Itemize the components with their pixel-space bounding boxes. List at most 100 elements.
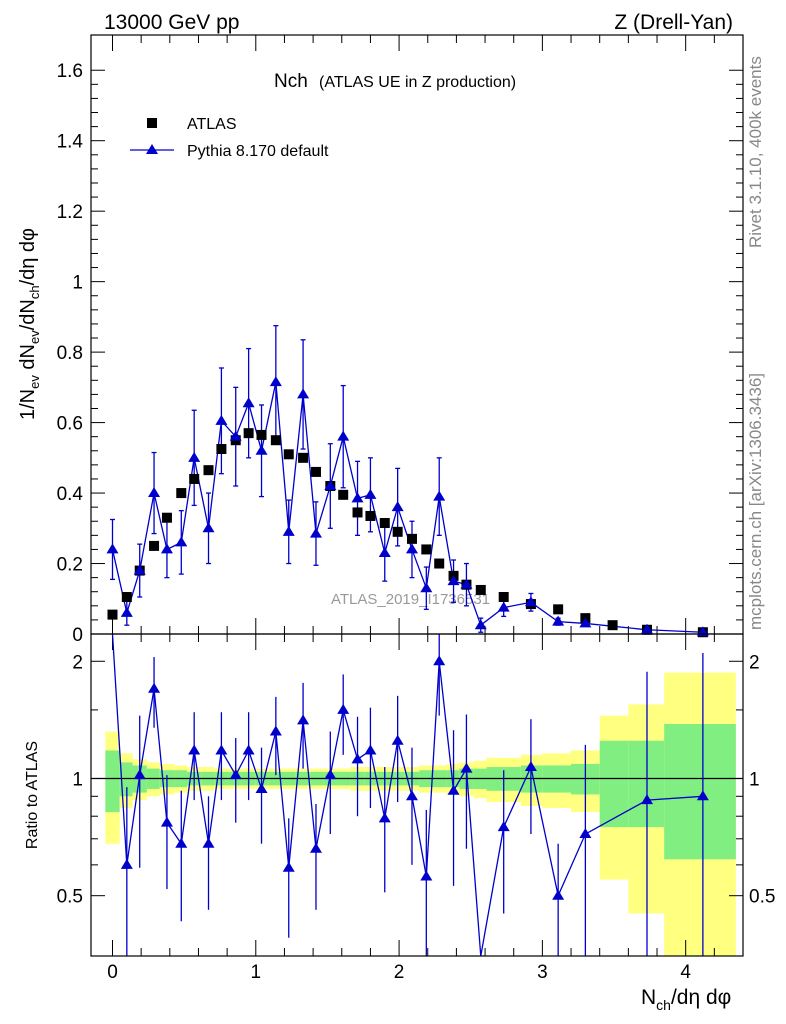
ratio-point (215, 744, 228, 755)
pythia-point (215, 414, 228, 425)
main-y-tick-label: 0.2 (57, 555, 83, 576)
pythia-point (552, 615, 565, 626)
ratio-point (202, 837, 215, 848)
pythia-point (524, 596, 537, 607)
pythia-point (640, 623, 653, 634)
ratio-point (447, 784, 460, 795)
atlas-point (176, 488, 187, 499)
legend-atlas-marker (147, 118, 157, 128)
ratio-point (120, 858, 133, 869)
atlas-point (553, 604, 564, 615)
main-y-tick-label: 1.6 (57, 61, 83, 82)
main-y-tick-label: 0.4 (57, 484, 84, 505)
ratio-band-inner (119, 762, 133, 797)
x-tick-label: 0 (107, 962, 118, 983)
ratio-band-inner (628, 740, 665, 828)
pythia-series-line (111, 381, 703, 633)
ratio-point (242, 744, 255, 755)
ratio-panel-frame (90, 633, 744, 957)
pythia-point (148, 487, 161, 498)
atlas-point (107, 609, 118, 620)
ratio-band-inner (599, 740, 629, 828)
pythia-point (474, 619, 487, 630)
ratio-point (524, 761, 537, 772)
ratio-point (460, 762, 473, 773)
ratio-point (405, 790, 418, 801)
legend-pythia-label: Pythia 8.170 default (187, 143, 329, 160)
ratio-point (269, 725, 282, 736)
ratio-point (297, 714, 310, 725)
pythia-point (405, 543, 418, 554)
pythia-point (337, 430, 350, 441)
pythia-point (433, 490, 446, 501)
ratio-point (497, 821, 510, 832)
ratio-y-tick-label: 0.5 (57, 887, 83, 908)
chart-title: Nch (274, 71, 308, 92)
legend-atlas-label: ATLAS (187, 116, 237, 133)
x-tick-label: 4 (680, 962, 691, 983)
atlas-point (270, 435, 281, 446)
main-panel-marks (106, 325, 709, 638)
pythia-point (160, 543, 173, 554)
pythia-point (420, 582, 433, 593)
ratio-point (351, 753, 364, 764)
header-left: 13000 GeV pp (104, 11, 239, 34)
atlas-point (498, 592, 509, 603)
ratio-y-tick-label-right: 2 (749, 652, 760, 673)
atlas-point (310, 466, 321, 477)
ratio-point (391, 734, 404, 745)
pythia-point (324, 480, 337, 491)
ratio-y-tick-label: 1 (72, 769, 83, 790)
atlas-point (216, 444, 227, 455)
ratio-point (255, 782, 268, 793)
mcplots-label: mcplots.cern.ch [arXiv:1306.3436] (746, 373, 765, 630)
atlas-point (203, 465, 214, 476)
ratio-panel-marks (111, 633, 709, 957)
main-y-tick-label: 1.4 (57, 132, 84, 153)
ratio-point (324, 769, 337, 780)
ratio-y-tick-label-right: 1 (749, 769, 760, 790)
legend-pythia-marker (146, 144, 158, 154)
pythia-point (460, 578, 473, 589)
atlas-point (298, 452, 309, 463)
pythia-point (447, 575, 460, 586)
x-tick-label: 3 (537, 962, 548, 983)
ratio-point (148, 682, 161, 693)
ratio-band-inner (105, 750, 120, 813)
watermark: ATLAS_2019_I1736531 (331, 591, 490, 608)
ratio-series-line (111, 633, 703, 957)
pythia-point (229, 430, 242, 441)
ratio-point (579, 828, 592, 839)
atlas-point (243, 428, 254, 439)
ratio-point (175, 837, 188, 848)
ratio-point (378, 812, 391, 823)
atlas-point (161, 512, 172, 523)
atlas-point (338, 489, 349, 500)
atlas-point (421, 544, 432, 555)
ratio-point (282, 861, 295, 872)
ratio-point (309, 842, 322, 853)
chart-subtitle: (ATLAS UE in Z production) (319, 74, 516, 91)
main-y-tick-label: 0.8 (57, 343, 83, 364)
ratio-panel-ticks: 0.5 0.5 1 1 2 2 0 1 2 3 4 (57, 634, 775, 983)
ratio-point (133, 769, 146, 780)
x-tick-label: 2 (394, 962, 405, 983)
pythia-point (202, 522, 215, 533)
ratio-point (696, 790, 709, 801)
ratio-point (337, 703, 350, 714)
ratio-y-tick-label-right: 0.5 (749, 887, 775, 908)
ratio-point (552, 889, 565, 900)
ratio-point (433, 655, 446, 666)
pythia-point (364, 488, 377, 499)
main-y-axis-label: 1/Nev dNev/dNch/dη dφ (17, 228, 42, 420)
atlas-point (607, 620, 618, 631)
pythia-point (242, 397, 255, 408)
atlas-point (283, 449, 294, 460)
atlas-point (365, 510, 376, 521)
pythia-point (309, 527, 322, 538)
atlas-point (379, 518, 390, 529)
pythia-point (120, 606, 133, 617)
ratio-point (640, 794, 653, 805)
atlas-point (352, 507, 363, 518)
atlas-point (475, 584, 486, 595)
